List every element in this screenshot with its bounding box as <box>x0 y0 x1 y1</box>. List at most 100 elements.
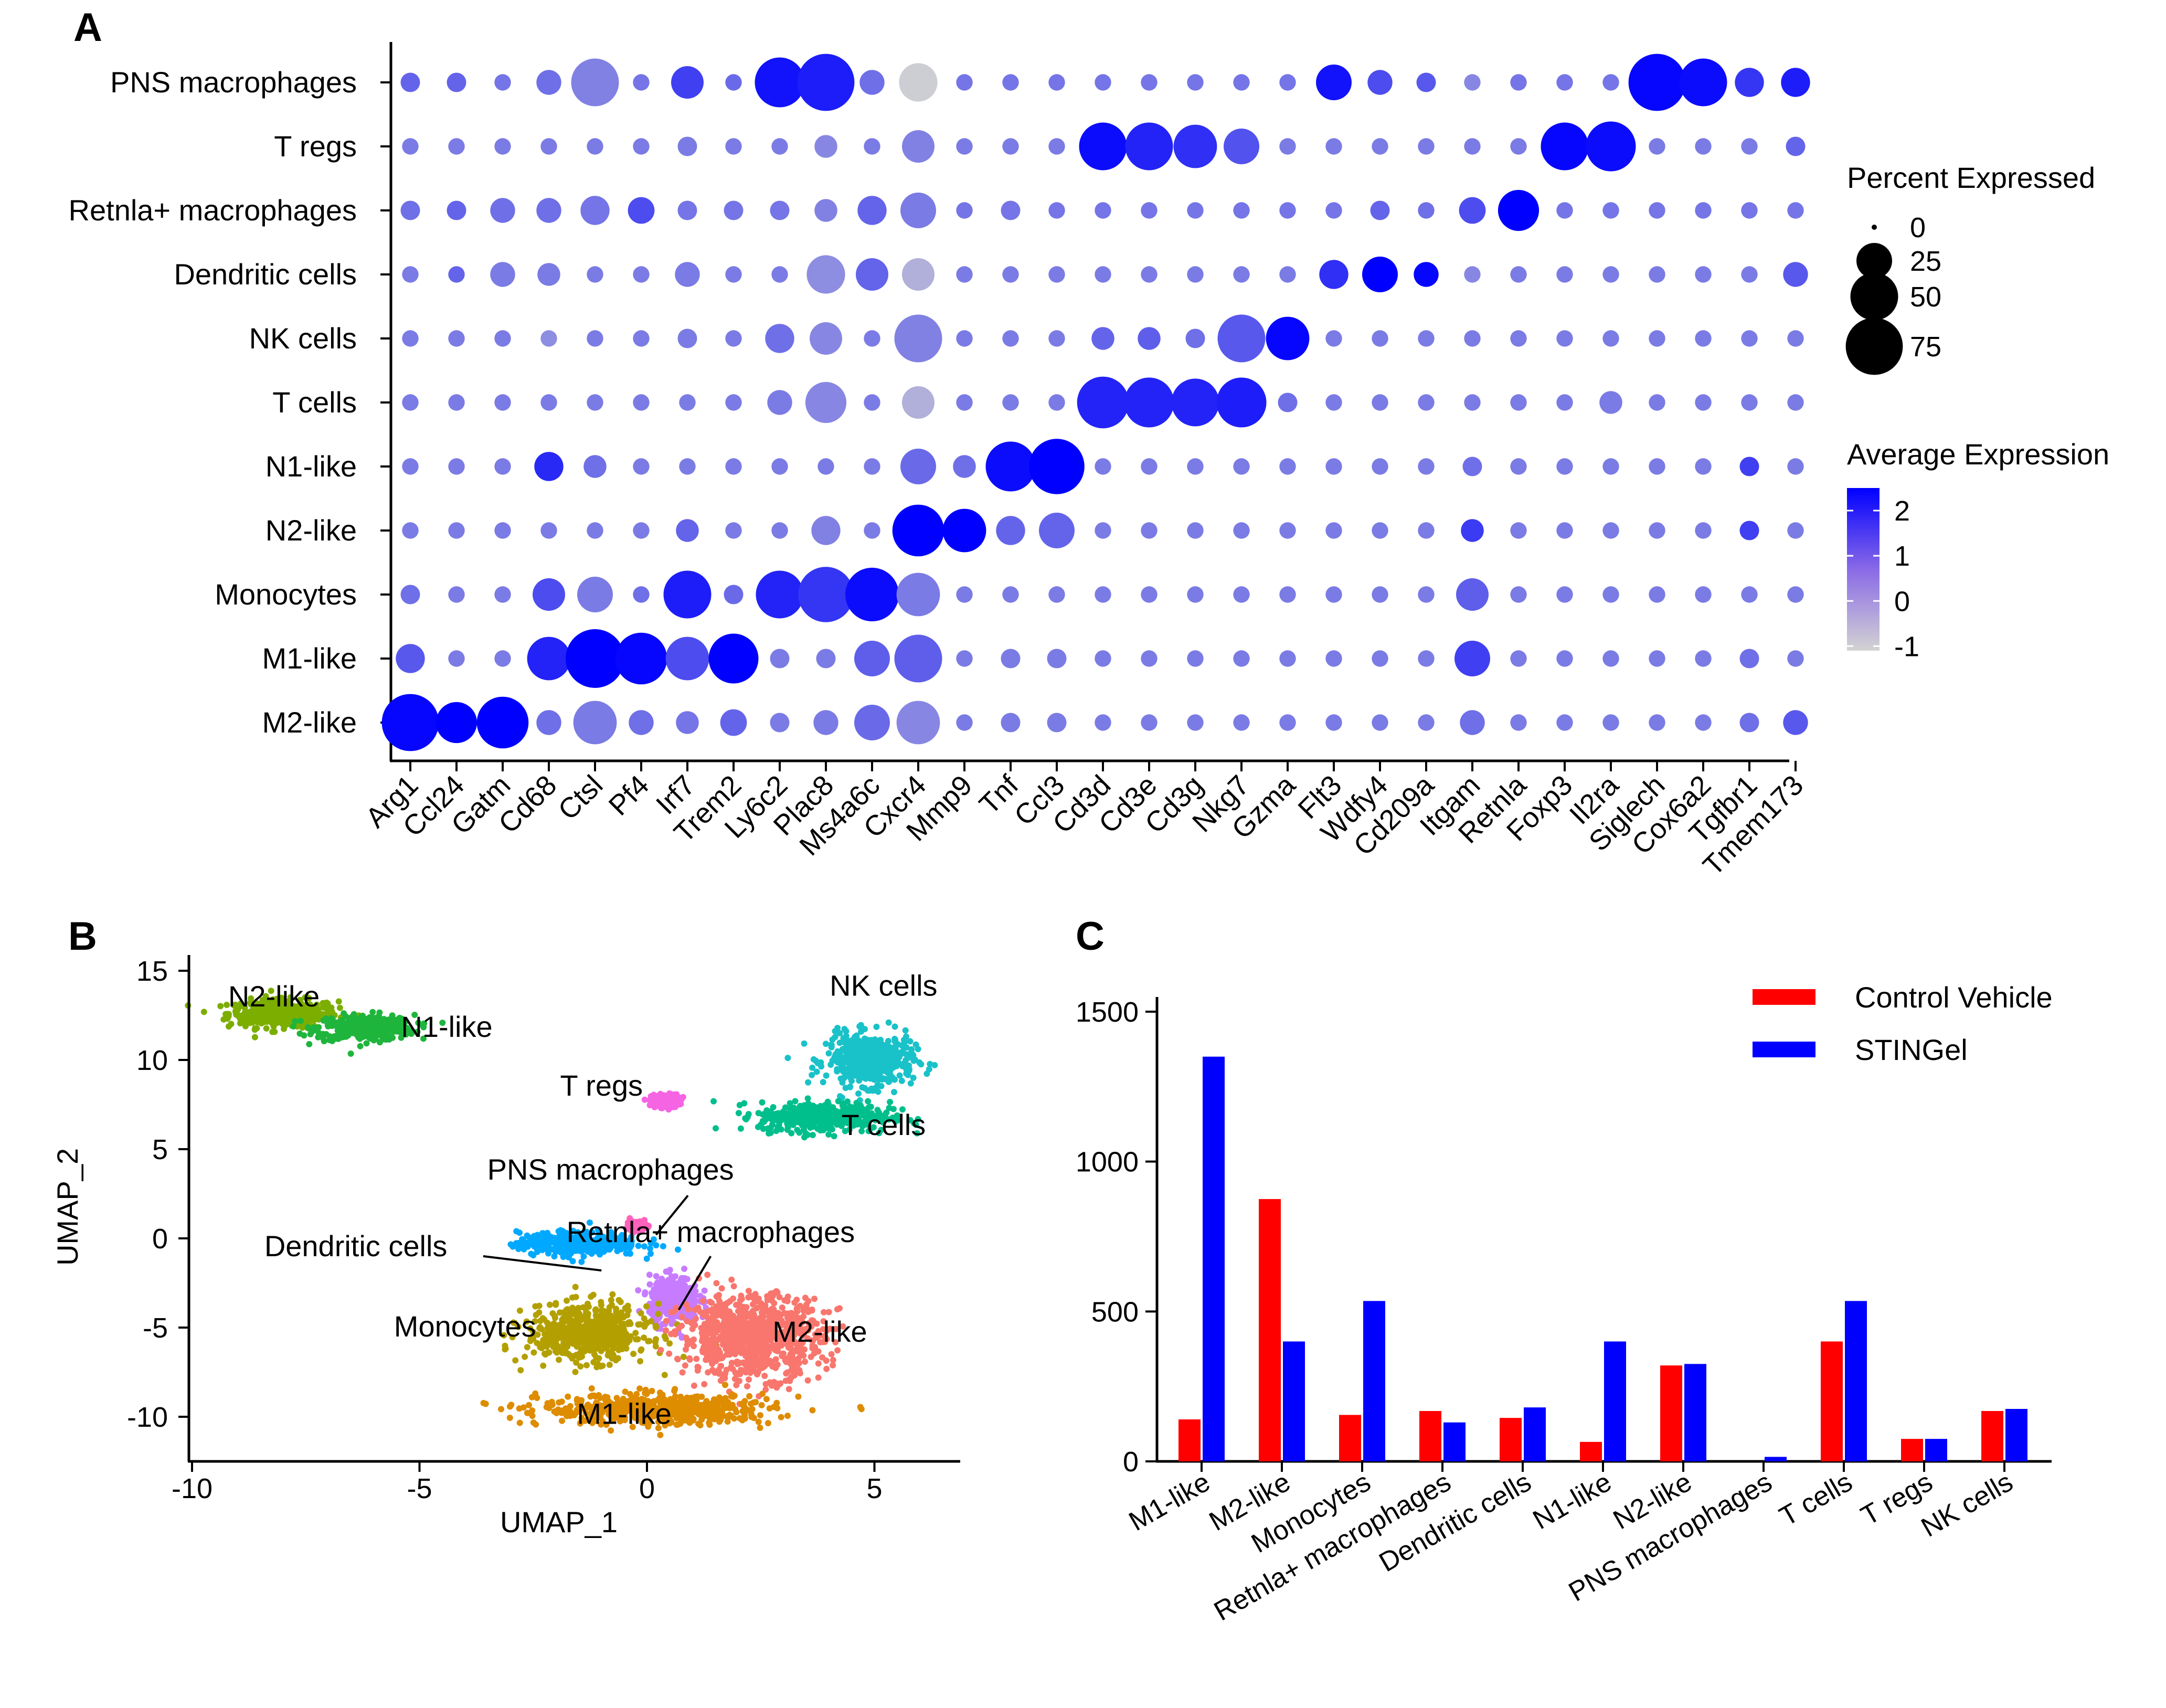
umap-point <box>241 1004 248 1011</box>
umap-point <box>748 1359 755 1365</box>
umap-point <box>839 1047 846 1054</box>
expression-dot <box>1325 138 1342 155</box>
expression-dot <box>1372 138 1388 155</box>
expression-dot <box>676 519 699 542</box>
expression-colorbar <box>1847 488 1880 651</box>
umap-point <box>842 1066 849 1073</box>
expression-dot <box>1325 586 1342 603</box>
umap-points <box>185 988 938 1438</box>
expression-dot <box>765 324 794 353</box>
umap-point <box>888 1073 895 1079</box>
umap-point <box>415 1020 422 1026</box>
umap-point <box>915 1116 921 1122</box>
expression-dot <box>540 138 557 155</box>
umap-point <box>875 1055 882 1062</box>
umap-point <box>874 1081 881 1088</box>
umap-point <box>683 1346 689 1353</box>
umap-point <box>872 1074 878 1081</box>
expression-dot <box>587 522 603 539</box>
umap-point <box>907 1080 914 1087</box>
umap-point <box>801 1306 808 1312</box>
umap-point <box>292 1018 299 1025</box>
expression-dot <box>1048 586 1065 603</box>
umap-point <box>653 1273 660 1280</box>
expression-dot <box>956 714 973 731</box>
expression-dot <box>755 57 805 108</box>
umap-point <box>323 999 330 1006</box>
umap-point <box>884 1050 890 1057</box>
umap-point <box>569 1310 575 1317</box>
umap-point <box>912 1041 919 1048</box>
umap-point <box>663 1327 669 1334</box>
expression-dot <box>1279 650 1296 667</box>
expression-dot <box>956 394 973 411</box>
umap-point <box>853 1032 860 1039</box>
umap-point <box>898 1042 905 1049</box>
expression-dot <box>533 578 565 611</box>
umap-point <box>765 1420 771 1427</box>
expression-dot <box>1266 316 1310 360</box>
expression-dot <box>956 330 973 347</box>
expression-dot <box>1628 54 1686 111</box>
umap-point <box>749 1301 756 1308</box>
umap-point <box>875 1039 882 1046</box>
panel-a-label: A <box>73 5 102 50</box>
umap-point <box>315 1034 322 1041</box>
umap-point <box>903 1044 910 1051</box>
expression-dot <box>1741 138 1758 155</box>
expression-dot <box>771 458 788 475</box>
umap-point <box>827 1042 834 1048</box>
umap-point <box>823 1041 829 1047</box>
umap-point <box>609 1291 616 1298</box>
expression-dot <box>814 135 837 158</box>
umap-point <box>702 1321 708 1328</box>
umap-point <box>509 1243 516 1250</box>
expression-dot <box>797 54 855 111</box>
expression-dot <box>1556 458 1573 475</box>
umap-point <box>296 996 303 1003</box>
umap-point <box>825 1101 832 1108</box>
umap-point <box>555 1333 561 1340</box>
expression-dot <box>1141 522 1158 539</box>
umap-point <box>724 1334 730 1341</box>
umap-point <box>254 1017 261 1024</box>
expression-dot <box>628 197 655 224</box>
umap-point <box>805 1298 812 1304</box>
expression-dot <box>1695 714 1712 731</box>
umap-point <box>381 1028 388 1035</box>
expression-dot <box>1787 330 1804 347</box>
umap-point <box>768 1297 775 1304</box>
expression-dot <box>1048 202 1065 219</box>
expression-dot <box>1418 458 1435 475</box>
expression-dot <box>1498 189 1539 231</box>
expression-dot <box>1459 197 1486 224</box>
umap-point <box>546 1349 553 1356</box>
umap-point <box>655 1311 662 1317</box>
umap-point <box>654 1279 661 1286</box>
umap-point <box>712 1342 719 1349</box>
expression-dot <box>1187 586 1204 603</box>
umap-point <box>580 1324 586 1331</box>
umap-point <box>625 1334 632 1341</box>
umap-point <box>774 1289 781 1296</box>
colorbar-label: 1 <box>1894 540 1910 572</box>
expression-dot <box>633 330 650 347</box>
umap-point <box>685 1306 692 1313</box>
umap-point <box>907 1038 914 1045</box>
expression-dot <box>633 266 650 283</box>
umap-point <box>862 1052 868 1058</box>
umap-point <box>524 1344 530 1351</box>
umap-point <box>653 1098 660 1105</box>
size-legend-label: 50 <box>1910 281 1941 313</box>
expression-dot <box>448 394 465 411</box>
umap-point <box>823 1072 830 1079</box>
expression-dot <box>587 330 603 347</box>
expression-dot <box>1095 202 1111 219</box>
umap-point <box>549 1246 556 1253</box>
expression-dot <box>1602 202 1619 219</box>
umap-point <box>666 1340 673 1347</box>
expression-dot <box>448 138 465 155</box>
expression-dot <box>447 200 466 220</box>
umap-point <box>664 1277 671 1284</box>
